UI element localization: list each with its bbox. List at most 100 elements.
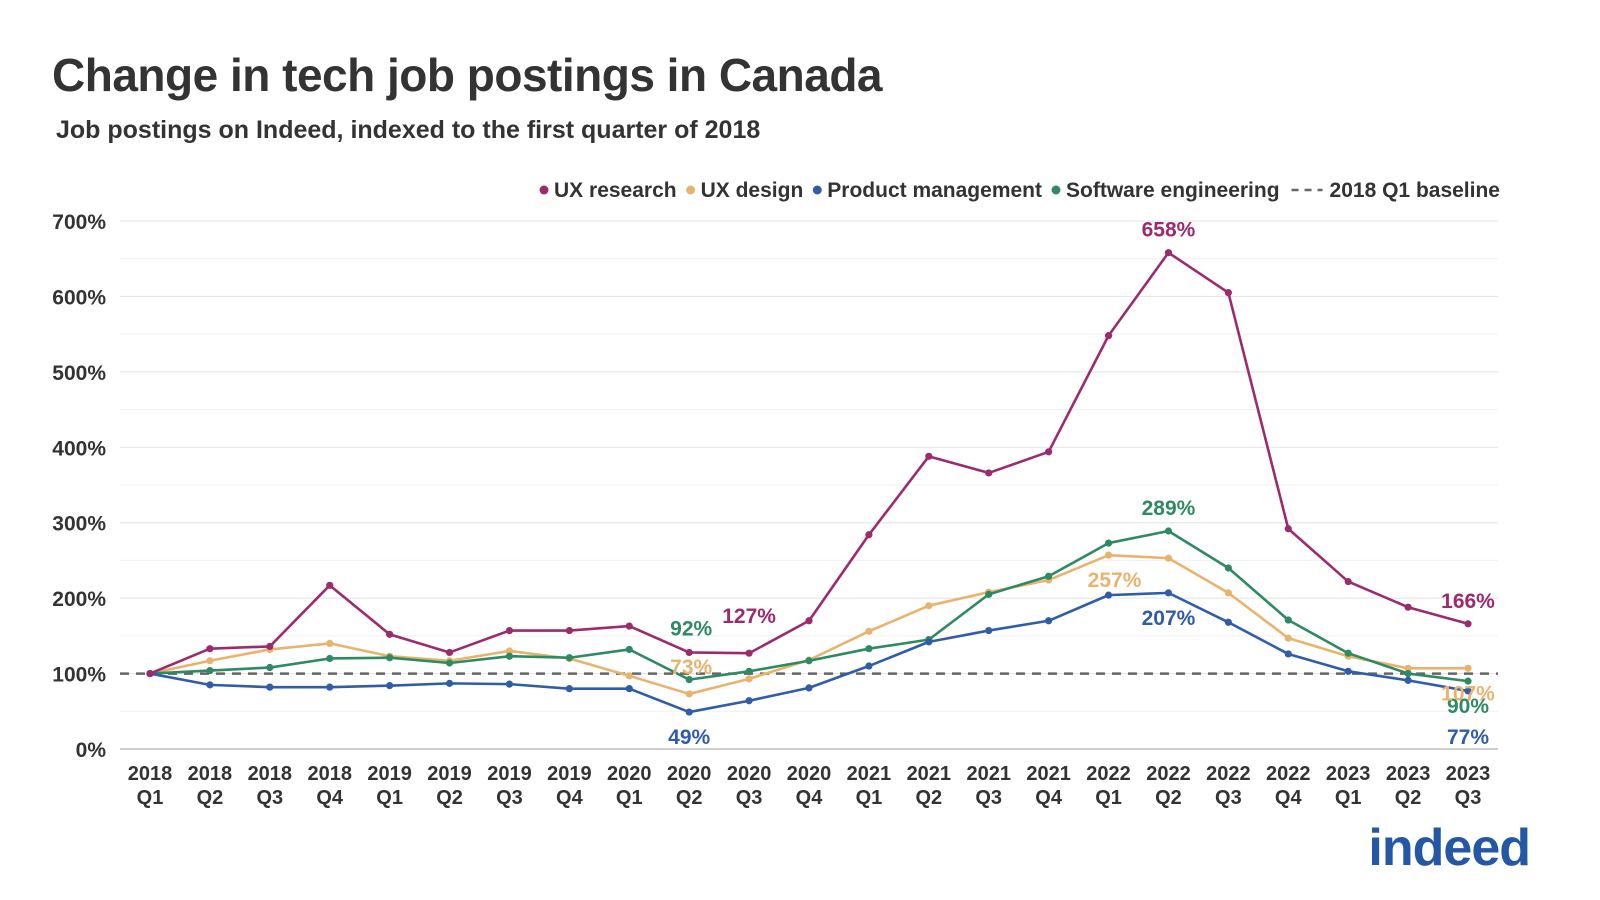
data-point xyxy=(685,690,693,698)
x-tick-label: 2020 Q3 xyxy=(727,763,772,809)
y-tick-label: 300% xyxy=(52,513,106,536)
data-point xyxy=(1464,620,1472,628)
data-point xyxy=(1164,589,1173,597)
x-tick-label: 2019 Q3 xyxy=(487,763,532,809)
data-point xyxy=(1104,539,1113,547)
x-tick-label: 2018 Q4 xyxy=(307,763,352,809)
data-point xyxy=(386,630,394,638)
y-tick-label: 0% xyxy=(76,739,107,762)
data-point xyxy=(1164,554,1173,562)
data-point xyxy=(685,676,693,684)
data-point xyxy=(745,649,753,657)
data-point xyxy=(1464,664,1472,672)
data-point xyxy=(625,685,633,693)
x-tick-label: 2023 Q1 xyxy=(1326,763,1371,809)
chart-title: Change in tech job postings in Canada xyxy=(52,49,883,101)
x-tick-label: 2022 Q2 xyxy=(1146,763,1191,809)
data-point xyxy=(625,672,633,680)
data-point xyxy=(146,669,154,678)
x-tick-label: 2020 Q4 xyxy=(787,763,832,809)
data-point xyxy=(985,626,993,635)
data-point xyxy=(505,680,514,688)
x-tick-label: 2018 Q3 xyxy=(248,763,293,809)
data-point xyxy=(925,602,933,610)
x-tick-label: 2018 Q1 xyxy=(128,763,173,809)
data-point xyxy=(625,645,633,654)
data-point xyxy=(1104,332,1113,340)
data-point xyxy=(865,531,873,539)
data-point xyxy=(685,708,693,716)
data-point xyxy=(1164,249,1173,257)
data-point xyxy=(505,652,514,660)
data-label: 73% xyxy=(670,656,712,679)
data-label: 90% xyxy=(1447,695,1489,718)
x-tick-label: 2023 Q3 xyxy=(1446,763,1491,809)
x-tick-label: 2023 Q2 xyxy=(1386,763,1431,809)
data-point xyxy=(445,679,454,687)
data-point xyxy=(745,697,753,705)
data-point xyxy=(925,452,933,460)
x-tick-label: 2019 Q1 xyxy=(367,763,412,809)
data-point xyxy=(1344,649,1352,657)
x-tick-label: 2021 Q1 xyxy=(847,763,892,809)
data-point xyxy=(1224,618,1232,626)
indeed-logo: indeed xyxy=(1368,819,1531,877)
x-tick-label: 2019 Q4 xyxy=(547,763,592,809)
data-point xyxy=(1464,687,1472,695)
data-point xyxy=(1404,664,1412,672)
x-tick-label: 2022 Q1 xyxy=(1086,763,1131,809)
data-point xyxy=(745,667,753,675)
data-point xyxy=(1045,448,1053,456)
data-point xyxy=(1284,525,1292,533)
data-point xyxy=(206,645,214,653)
data-point xyxy=(326,639,334,648)
data-point xyxy=(565,654,573,662)
data-label: 257% xyxy=(1088,569,1142,592)
data-point xyxy=(565,626,573,635)
data-label: 92% xyxy=(670,618,712,641)
data-point xyxy=(386,654,394,662)
data-point xyxy=(505,626,514,635)
data-point xyxy=(1164,527,1173,535)
x-tick-label: 2022 Q4 xyxy=(1266,763,1311,809)
data-point xyxy=(1404,603,1412,611)
x-tick-label: 2022 Q3 xyxy=(1206,763,1251,809)
data-point xyxy=(1344,667,1352,675)
data-point xyxy=(326,581,334,589)
data-label: 49% xyxy=(668,726,710,749)
data-label: 207% xyxy=(1142,607,1196,630)
x-tick-label: 2018 Q2 xyxy=(188,763,233,809)
x-tick-label: 2019 Q2 xyxy=(427,763,472,809)
series-line-ux-research xyxy=(149,251,1469,675)
legend-label: 2018 Q1 baseline xyxy=(1330,179,1500,202)
data-point xyxy=(985,590,993,598)
data-point xyxy=(925,638,933,646)
legend-label: UX design xyxy=(701,179,804,202)
data-point xyxy=(445,648,454,657)
data-point xyxy=(1284,616,1292,624)
data-point xyxy=(386,682,394,690)
data-point xyxy=(1284,634,1292,642)
data-point xyxy=(266,642,274,651)
data-point xyxy=(206,657,214,665)
data-point xyxy=(266,663,274,672)
data-point xyxy=(985,469,993,477)
data-point xyxy=(1224,589,1232,597)
data-point xyxy=(326,683,334,691)
legend-label: Software engineering xyxy=(1066,179,1280,202)
data-point xyxy=(445,659,454,667)
legend-swatch xyxy=(686,185,696,195)
data-label: 107% xyxy=(1441,682,1495,705)
y-tick-label: 700% xyxy=(52,211,106,234)
legend-swatch xyxy=(812,185,822,195)
data-point xyxy=(1104,551,1113,559)
data-point xyxy=(1224,564,1232,572)
series-line-product-management xyxy=(149,591,1469,714)
data-point xyxy=(206,681,214,689)
data-label: 658% xyxy=(1142,219,1196,242)
data-point xyxy=(865,662,873,670)
data-point xyxy=(745,675,753,683)
y-tick-label: 200% xyxy=(52,588,106,611)
data-point xyxy=(1224,289,1232,297)
